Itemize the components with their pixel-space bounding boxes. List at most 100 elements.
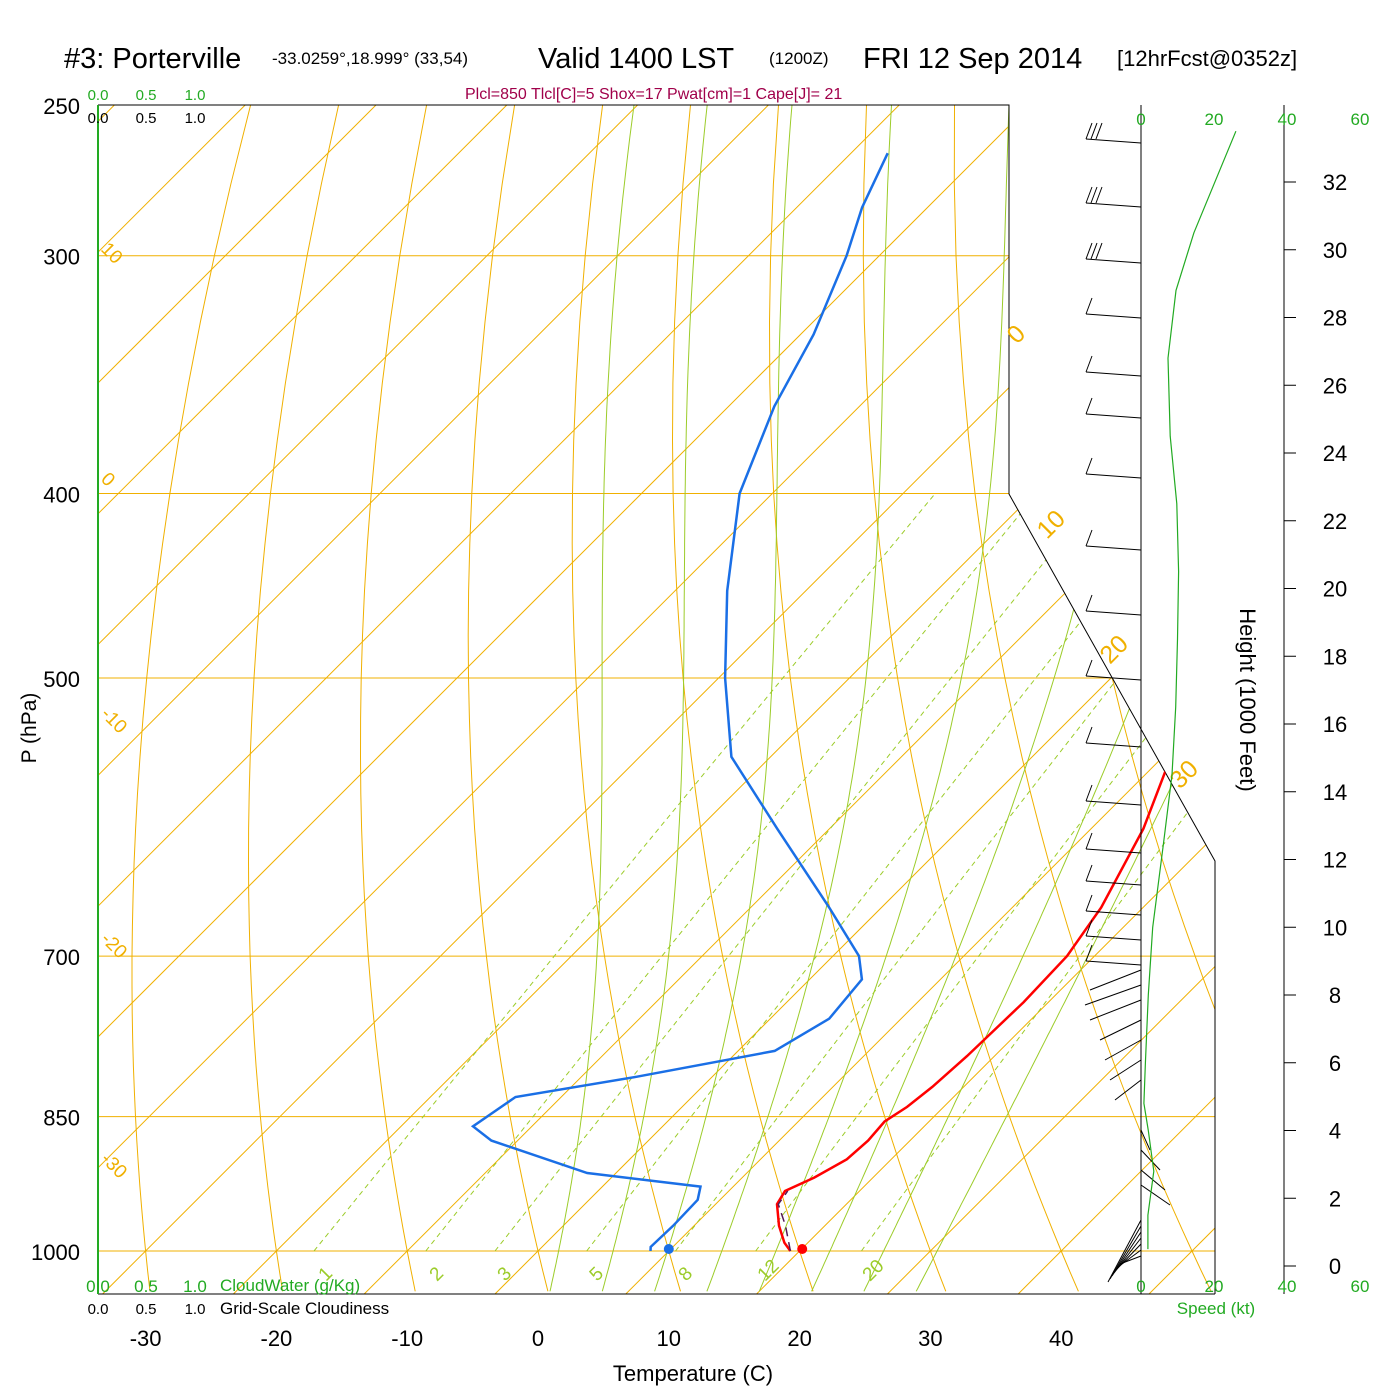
wind-barb-staff xyxy=(1085,880,1142,886)
pressure-tick-label: 850 xyxy=(43,1106,80,1131)
wind-barb-staff xyxy=(1084,984,1142,1006)
speed-tick-bottom: 20 xyxy=(1205,1277,1224,1296)
wind-barb-staff xyxy=(1085,848,1142,854)
wind-barb-staff xyxy=(1085,371,1142,377)
isotherm-line xyxy=(363,105,1215,1294)
wind-barb-staff xyxy=(1140,1149,1161,1171)
wind-barb-staff xyxy=(1085,258,1142,264)
isotherm-label-right: 20 xyxy=(1094,630,1133,669)
dry-adiabat-line xyxy=(671,105,814,1292)
height-tick-label: 28 xyxy=(1323,306,1347,331)
wind-barb xyxy=(1085,529,1142,551)
wind-speed-profile-line xyxy=(1143,130,1237,1250)
cloud-tick-top-green: 1.0 xyxy=(185,87,206,104)
mixing-ratio-line xyxy=(586,493,1183,1252)
wind-barb xyxy=(1085,832,1142,854)
dry-adiabat-line xyxy=(862,105,1079,1292)
speed-tick-top: 40 xyxy=(1278,110,1297,129)
isotherm-label: -20 xyxy=(96,929,130,963)
mixing-ratio-line xyxy=(755,493,1215,1252)
wind-barb-flag xyxy=(1085,355,1093,373)
x-axis-label: Temperature (C) xyxy=(613,1361,773,1386)
cloud-tick-bottom-green: 0.0 xyxy=(86,1277,110,1296)
isotherm-line xyxy=(625,105,1215,1294)
wind-barb-staff xyxy=(1107,1219,1142,1283)
moist-adiabat-line xyxy=(863,105,1215,1292)
wind-barb-staff xyxy=(1085,473,1142,479)
wind-barb-staff xyxy=(1109,1059,1142,1081)
isotherm-line xyxy=(98,105,638,1294)
temperature-tick-label: 0 xyxy=(532,1326,544,1351)
height-tick-label: 0 xyxy=(1329,1254,1341,1279)
cloud-tick-top-black: 1.0 xyxy=(185,110,206,127)
wind-barb xyxy=(1085,297,1142,319)
wind-barb-staff xyxy=(1109,1225,1142,1280)
plot-frame xyxy=(98,104,1216,1294)
isotherm-line xyxy=(1280,105,1400,1294)
wind-barb-flag xyxy=(1085,784,1093,802)
moist-adiabat-line xyxy=(758,105,1010,1292)
dry-adiabat-line xyxy=(1042,105,1215,1292)
wind-barb-flag xyxy=(1085,242,1093,260)
dry-adiabat-line xyxy=(953,105,1212,1292)
moist-adiabat-line xyxy=(601,105,708,1292)
height-tick-label: 24 xyxy=(1323,441,1347,466)
cloud-tick-top-black: 0.5 xyxy=(136,110,157,127)
cloud-tick-bottom-black: 1.0 xyxy=(185,1301,206,1318)
height-tick-label: 26 xyxy=(1323,373,1347,398)
cloud-tick-top-black: 0.0 xyxy=(88,110,109,127)
valid-time-title: Valid 1400 LST xyxy=(538,43,734,75)
speed-tick-top: 20 xyxy=(1205,110,1224,129)
wind-barb xyxy=(1085,784,1142,806)
dry-adiabat-line xyxy=(247,105,340,1292)
cloud-tick-bottom-black: 0.5 xyxy=(136,1301,157,1318)
wind-barb-staff xyxy=(1085,138,1142,144)
wind-barb-staff xyxy=(1140,1184,1171,1206)
wind-barb-flag xyxy=(1085,529,1093,547)
mixing-ratio-label: 12 xyxy=(754,1256,784,1286)
wind-barb-flag xyxy=(1095,186,1103,204)
wind-barb xyxy=(1085,457,1142,479)
wind-barb xyxy=(1085,355,1142,377)
height-tick-label: 2 xyxy=(1329,1186,1341,1211)
wind-barb-flag xyxy=(1090,122,1098,140)
y-axis-label: P (hPa) xyxy=(18,693,41,764)
wind-barb-staff xyxy=(1085,313,1142,319)
wind-barb xyxy=(1085,122,1142,144)
mixing-ratio-line xyxy=(425,493,1038,1252)
cloud-water-label: CloudWater (g/Kg) xyxy=(220,1276,360,1295)
isotherm-line xyxy=(887,105,1215,1294)
parcel-profile-line xyxy=(777,1190,792,1252)
height-tick-label: 22 xyxy=(1323,509,1347,534)
mixing-ratio-label: 2 xyxy=(426,1263,448,1285)
valid-date: FRI 12 Sep 2014 xyxy=(863,43,1082,75)
temperature-tick-label: 40 xyxy=(1049,1326,1073,1351)
isotherm-label: -10 xyxy=(96,704,130,738)
isotherm-line xyxy=(494,105,1215,1294)
isotherm-line xyxy=(98,105,1162,1294)
isotherm-line xyxy=(98,105,1031,1294)
height-tick-label: 30 xyxy=(1323,238,1347,263)
isotherm-line xyxy=(1148,105,1215,1294)
wind-barb xyxy=(1085,242,1142,264)
moist-adiabat-line xyxy=(549,105,635,1292)
pressure-tick-label: 400 xyxy=(43,483,80,508)
wind-barb-flag xyxy=(1085,864,1093,882)
surface-temperature-point xyxy=(797,1244,808,1254)
cloudiness-label: Grid-Scale Cloudiness xyxy=(220,1299,389,1318)
wind-barb xyxy=(1085,944,1142,966)
moist-adiabat-line xyxy=(811,105,1147,1292)
height-tick-label: 4 xyxy=(1329,1119,1341,1144)
wind-barb-flag xyxy=(1085,726,1093,744)
wind-barb-staff xyxy=(1085,910,1142,916)
dry-adiabat-line xyxy=(571,105,681,1292)
height-tick-label: 20 xyxy=(1323,577,1347,602)
wind-barb-staff xyxy=(1085,742,1142,748)
moist-adiabat-line xyxy=(915,105,1215,1292)
isotherm-line xyxy=(756,105,1215,1294)
height-tick-label: 12 xyxy=(1323,848,1347,873)
isotherm-label-right: 0 xyxy=(1001,320,1031,350)
wind-barb-staff xyxy=(1085,800,1142,806)
surface-dewpoint-point xyxy=(663,1244,674,1254)
